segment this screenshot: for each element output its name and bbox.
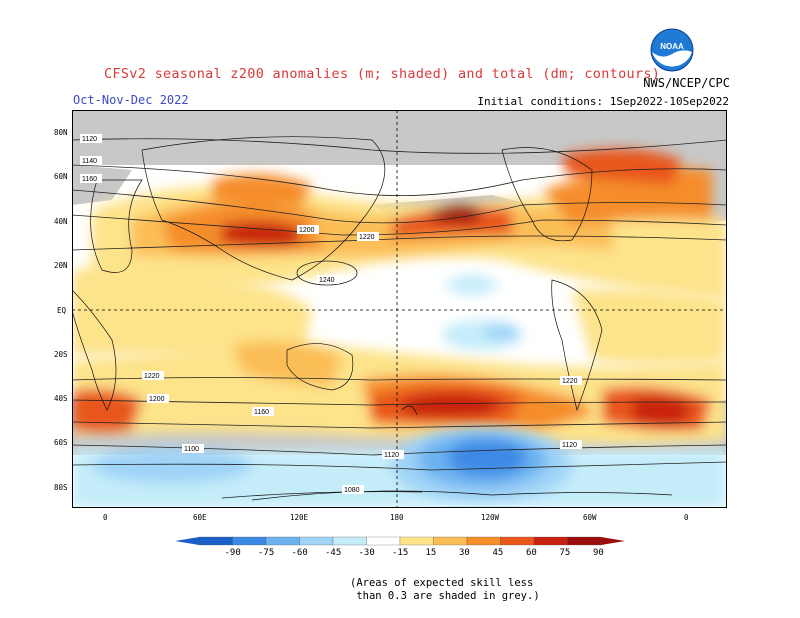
skill-note: (Areas of expected skill less than 0.3 a… <box>350 577 540 602</box>
anomaly-map: 1120 1140 1160 1200 1220 1240 1220 1200 … <box>72 110 727 508</box>
svg-text:1220: 1220 <box>144 373 160 380</box>
season-label: Oct-Nov-Dec 2022 <box>73 93 189 107</box>
colorbar-tick-label: 60 <box>526 548 537 558</box>
colorbar-tick-label: -90 <box>224 548 241 558</box>
colorbar <box>175 536 625 546</box>
south-cold-anomalies <box>72 427 727 508</box>
svg-text:1220: 1220 <box>359 234 375 241</box>
height-contours <box>72 138 727 499</box>
svg-text:1120: 1120 <box>562 442 577 449</box>
svg-text:1120: 1120 <box>384 452 399 459</box>
south-warm-anomalies <box>72 340 727 445</box>
colorbar-arrow-left <box>175 537 199 545</box>
colorbar-swatch <box>265 536 300 546</box>
lon-label: 120W <box>481 513 500 522</box>
colorbar-tick-label: -30 <box>358 548 375 558</box>
noaa-logo: NOAA <box>650 28 694 72</box>
colorbar-arrow-right <box>601 537 625 545</box>
svg-text:1200: 1200 <box>149 396 165 403</box>
colorbar-tick-label: -15 <box>392 548 409 558</box>
colorbar-swatch <box>299 536 334 546</box>
initial-conditions-label: Initial conditions: 1Sep2022-10Sep2022 <box>477 95 729 108</box>
colorbar-swatch <box>500 536 535 546</box>
north-warm-anomalies <box>92 148 727 300</box>
lon-label: 60W <box>583 513 597 522</box>
svg-text:1100: 1100 <box>184 446 199 453</box>
colorbar-tick-label: 90 <box>593 548 604 558</box>
colorbar-swatch <box>366 536 401 546</box>
lat-label: 60N <box>54 172 68 181</box>
lat-label: EQ <box>57 306 67 315</box>
colorbar-tick-label: 75 <box>559 548 571 558</box>
lon-label: 60E <box>193 513 207 522</box>
tropical-anomalies <box>72 266 727 365</box>
lat-label: 80N <box>54 128 68 137</box>
lat-label: 40N <box>54 217 68 226</box>
contour-labels: 1120 1140 1160 1200 1220 1240 1220 1200 … <box>80 134 582 494</box>
colorbar-tick-label: -75 <box>258 548 275 558</box>
colorbar-tick-label: 45 <box>492 548 504 558</box>
lon-label: 0 <box>103 513 108 522</box>
colorbar-swatch <box>433 536 468 546</box>
svg-text:1140: 1140 <box>82 158 97 165</box>
lat-label: 40S <box>54 394 68 403</box>
colorbar-swatch <box>399 536 434 546</box>
colorbar-swatch <box>232 536 267 546</box>
svg-text:1160: 1160 <box>82 176 97 183</box>
colorbar-swatch <box>198 536 233 546</box>
colorbar-tick-label: 30 <box>459 548 470 558</box>
colorbar-swatch <box>466 536 501 546</box>
colorbar-tick-label: -45 <box>325 548 342 558</box>
colorbar-tick-label: -60 <box>291 548 308 558</box>
lat-label: 20N <box>54 261 68 270</box>
svg-text:NOAA: NOAA <box>660 42 684 51</box>
colorbar-swatch <box>332 536 367 546</box>
lat-label: 80S <box>54 483 68 492</box>
lon-label: 180 <box>390 513 404 522</box>
lon-label: 120E <box>290 513 309 522</box>
colorbar-swatch <box>567 536 602 546</box>
agency-label: NWS/NCEP/CPC <box>643 76 730 90</box>
svg-text:1240: 1240 <box>319 277 335 284</box>
chart-title: CFSv2 seasonal z200 anomalies (m; shaded… <box>104 66 661 82</box>
svg-text:1220: 1220 <box>562 378 578 385</box>
svg-text:1160: 1160 <box>254 409 269 416</box>
svg-text:1120: 1120 <box>82 136 97 143</box>
colorbar-swatch <box>533 536 568 546</box>
lat-label: 60S <box>54 438 68 447</box>
svg-text:1200: 1200 <box>299 227 315 234</box>
lat-label: 20S <box>54 350 68 359</box>
svg-text:1080: 1080 <box>344 487 360 494</box>
colorbar-tick-label: 15 <box>425 548 437 558</box>
coastlines <box>72 136 673 501</box>
lon-label: 0 <box>684 513 689 522</box>
